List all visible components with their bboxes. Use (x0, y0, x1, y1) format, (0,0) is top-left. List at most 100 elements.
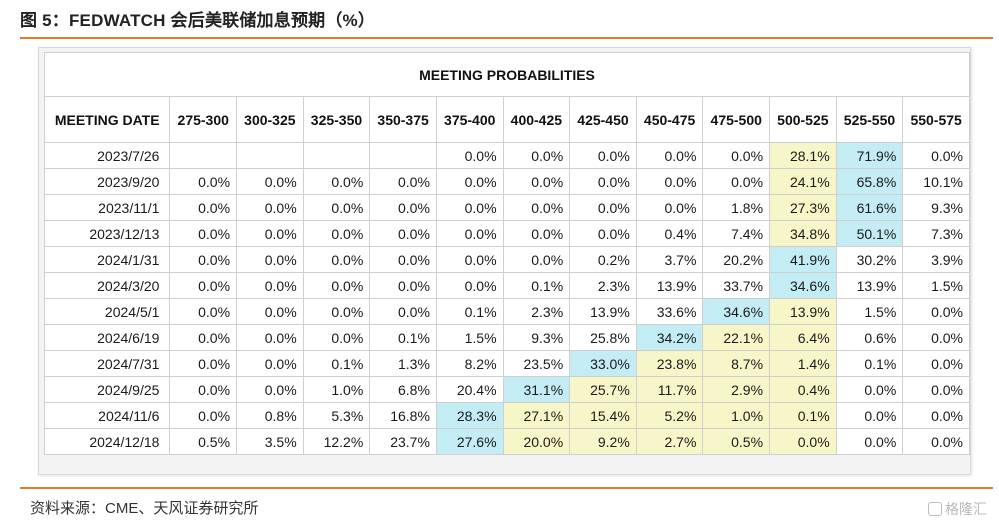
probability-cell: 0.1% (835, 350, 904, 377)
figure-title: 图 5：FEDWATCH 会后美联储加息预期（%） (20, 11, 376, 30)
probability-cell: 0.0% (569, 194, 637, 221)
probability-cell: 23.8% (635, 350, 704, 377)
probability-cell: 0.0% (302, 272, 371, 299)
probability-cell: 3.7% (635, 246, 704, 273)
column-header: 475-500 (702, 96, 771, 143)
probability-cell: 2.3% (569, 272, 637, 299)
probability-cell: 0.0% (169, 220, 238, 247)
probability-cell: 0.0% (236, 298, 304, 325)
probability-cell: 0.0% (169, 324, 238, 351)
probability-cell: 0.0% (635, 194, 704, 221)
table-row: 2024/5/1 0.0% 0.0% 0.0% 0.0% 0.1% 2.3% 13.9% 33.… (43, 298, 970, 325)
probability-cell: 1.5% (835, 298, 904, 325)
column-header: 375-400 (435, 96, 504, 143)
probability-cell: 0.0% (835, 376, 904, 403)
probability-cell: 0.0% (369, 246, 437, 273)
probability-cell: 6.4% (769, 324, 837, 351)
probability-cell: 0.8% (236, 402, 304, 429)
table-row: 2024/12/18 0.5% 3.5% 12.2% 23.7% 27.6% 20.0% 9.… (43, 428, 970, 455)
probability-cell: 2.9% (702, 376, 771, 403)
probability-cell: 27.6% (435, 428, 504, 455)
probability-cell (369, 142, 437, 169)
probability-cell: 7.4% (702, 220, 771, 247)
table-row: 2023/11/1 0.0% 0.0% 0.0% 0.0% 0.0% 0.0% 0.0% 0.0… (43, 194, 970, 221)
probability-cell (236, 142, 304, 169)
watermark-text: 格隆汇 (945, 501, 987, 517)
probability-cell: 0.0% (169, 246, 238, 273)
column-header: 400-425 (502, 96, 571, 143)
probability-cell: 15.4% (569, 402, 637, 429)
probability-cell: 0.0% (902, 428, 970, 455)
probability-cell: 0.0% (302, 194, 371, 221)
probability-cell: 11.7% (635, 376, 704, 403)
table-row: 2024/3/20 0.0% 0.0% 0.0% 0.0% 0.0% 0.1% 2.3% 13.… (43, 272, 970, 299)
probability-cell: 0.0% (169, 194, 238, 221)
probability-cell: 3.9% (902, 246, 970, 273)
probability-cell: 0.0% (302, 298, 371, 325)
column-header: 525-550 (835, 96, 904, 143)
probability-cell: 0.0% (302, 220, 371, 247)
probability-cell: 0.0% (569, 168, 637, 195)
column-header: 550-575 (902, 96, 970, 143)
probability-cell: 0.0% (902, 376, 970, 403)
probability-cell: 5.2% (635, 402, 704, 429)
probability-cell: 10.1% (902, 168, 970, 195)
probability-cell: 34.8% (769, 220, 837, 247)
probability-cell: 23.7% (369, 428, 437, 455)
probability-cell: 0.1% (369, 324, 437, 351)
probability-cell: 0.0% (169, 298, 238, 325)
probability-cell: 0.0% (835, 402, 904, 429)
probability-cell: 13.9% (835, 272, 904, 299)
probability-cell: 0.1% (502, 272, 571, 299)
probability-cell: 0.0% (169, 376, 238, 403)
probability-cell: 0.0% (169, 168, 238, 195)
probability-cell: 34.6% (702, 298, 771, 325)
column-header: 450-475 (635, 96, 704, 143)
column-header: 500-525 (769, 96, 837, 143)
table-row: 2024/7/31 0.0% 0.0% 0.1% 1.3% 8.2% 23.5% 33.0% 2… (43, 350, 970, 377)
meeting-date-cell: 2024/12/18 (43, 428, 171, 455)
probability-cell: 0.0% (169, 350, 238, 377)
probability-cell: 31.1% (502, 376, 571, 403)
source-note: 资料来源：CME、天风证券研究所 (30, 500, 259, 517)
bottom-rule (20, 487, 993, 489)
probability-cell: 0.0% (835, 428, 904, 455)
probability-cell: 61.6% (835, 194, 904, 221)
probability-cell: 0.0% (435, 220, 504, 247)
probability-cell: 20.0% (502, 428, 571, 455)
table-row: 2023/9/20 0.0% 0.0% 0.0% 0.0% 0.0% 0.0% 0.0% 0.0… (43, 168, 970, 195)
probability-cell: 23.5% (502, 350, 571, 377)
probability-cell: 13.9% (569, 298, 637, 325)
probability-cell: 1.0% (302, 376, 371, 403)
top-rule (20, 37, 993, 39)
probability-cell: 33.7% (702, 272, 771, 299)
probability-cell: 1.5% (435, 324, 504, 351)
probability-cell: 0.0% (369, 168, 437, 195)
table-banner: MEETING PROBABILITIES (44, 52, 970, 97)
column-header: 300-325 (236, 96, 304, 143)
probability-cell: 0.0% (302, 168, 371, 195)
probability-cell: 0.0% (369, 194, 437, 221)
table-row: 2023/12/13 0.0% 0.0% 0.0% 0.0% 0.0% 0.0% 0.0% 0.… (43, 220, 970, 247)
probability-cell: 0.4% (635, 220, 704, 247)
probability-cell: 6.8% (369, 376, 437, 403)
meeting-date-cell: 2024/7/31 (43, 350, 171, 377)
column-header: 325-350 (302, 96, 371, 143)
probability-cell: 9.2% (569, 428, 637, 455)
probability-cell: 0.0% (236, 220, 304, 247)
probability-cell: 0.0% (902, 142, 970, 169)
probability-cell: 16.8% (369, 402, 437, 429)
probability-cell: 0.0% (236, 350, 304, 377)
meeting-date-cell: 2024/6/19 (43, 324, 171, 351)
probability-cell: 0.2% (569, 246, 637, 273)
probability-cell: 0.0% (302, 246, 371, 273)
probability-cell: 20.4% (435, 376, 504, 403)
probability-cell: 33.0% (569, 350, 637, 377)
probability-cell: 3.5% (236, 428, 304, 455)
probability-cell: 1.5% (902, 272, 970, 299)
meeting-date-header: MEETING DATE (43, 96, 171, 143)
probability-cell: 0.5% (702, 428, 771, 455)
column-header: 275-300 (169, 96, 238, 143)
probability-cell: 0.0% (502, 246, 571, 273)
meeting-date-cell: 2023/9/20 (43, 168, 171, 195)
